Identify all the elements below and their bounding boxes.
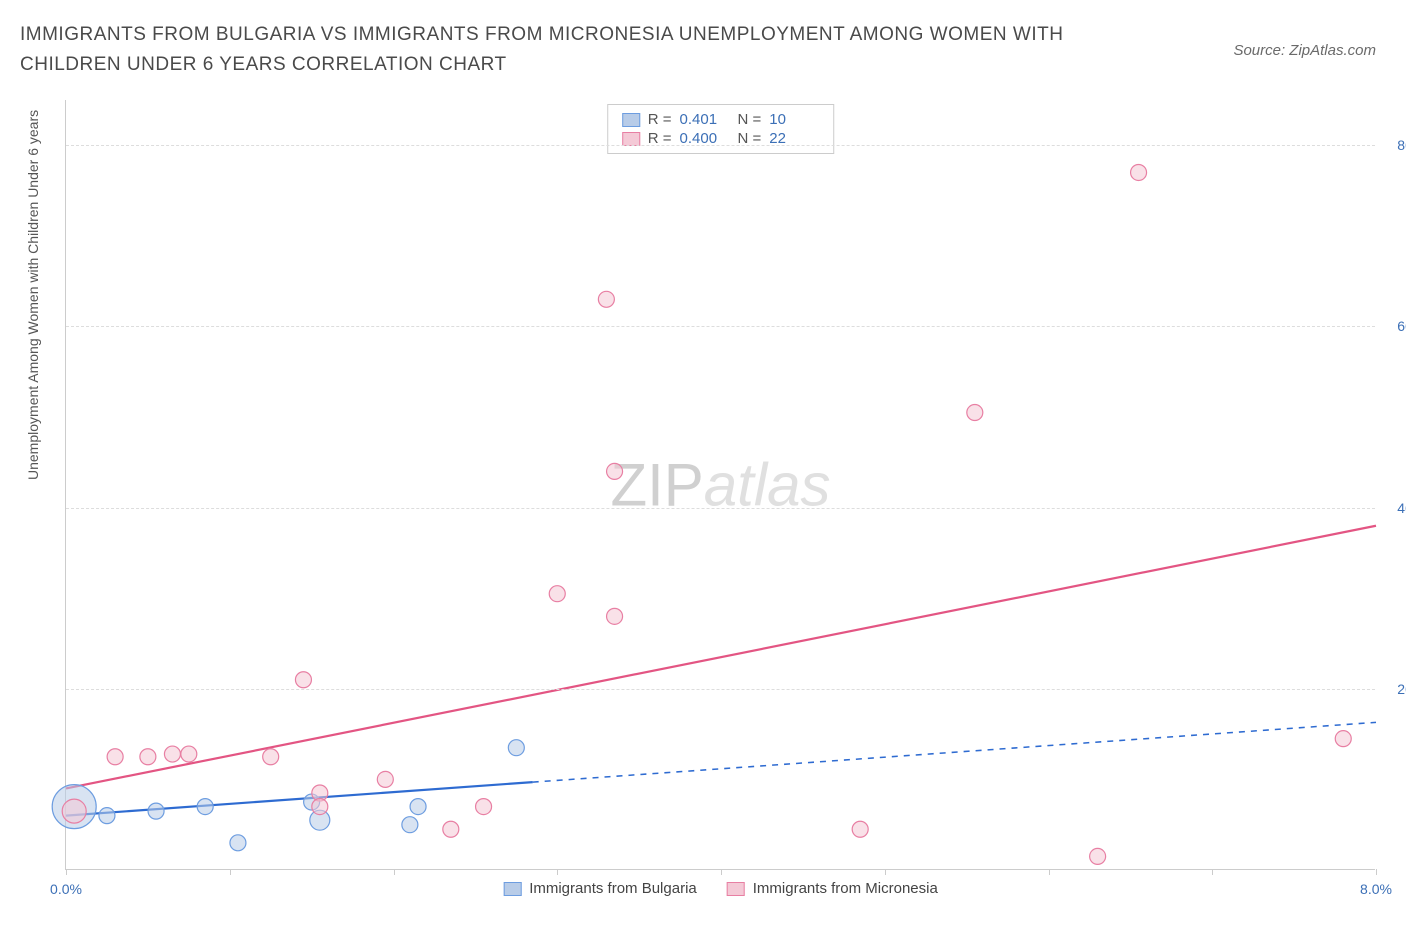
chart-plot-area: ZIPatlas R =0.401N =10R =0.400N =22 Immi… (65, 100, 1375, 870)
x-tick-label: 8.0% (1360, 881, 1392, 897)
data-point-micronesia (1131, 164, 1147, 180)
x-tick-mark (721, 869, 722, 875)
x-tick-mark (1212, 869, 1213, 875)
data-point-micronesia (312, 799, 328, 815)
trend-line-bulgaria (66, 782, 533, 816)
data-point-micronesia (295, 672, 311, 688)
legend-item-micronesia: Immigrants from Micronesia (727, 880, 938, 897)
y-axis-label: Unemployment Among Women with Children U… (25, 110, 41, 480)
data-point-bulgaria (99, 808, 115, 824)
data-point-bulgaria (402, 817, 418, 833)
data-point-micronesia (852, 821, 868, 837)
r-value-bulgaria: 0.401 (680, 111, 730, 128)
gridline (66, 145, 1375, 146)
legend-item-bulgaria: Immigrants from Bulgaria (503, 880, 697, 897)
gridline (66, 326, 1375, 327)
data-point-micronesia (598, 291, 614, 307)
chart-title: IMMIGRANTS FROM BULGARIA VS IMMIGRANTS F… (20, 20, 1120, 81)
x-tick-mark (1376, 869, 1377, 875)
data-point-micronesia (607, 463, 623, 479)
y-tick-label: 60.0% (1382, 318, 1406, 334)
x-tick-mark (394, 869, 395, 875)
legend-label-bulgaria: Immigrants from Bulgaria (529, 880, 697, 897)
x-tick-mark (557, 869, 558, 875)
data-point-micronesia (107, 749, 123, 765)
data-point-micronesia (1090, 848, 1106, 864)
data-point-micronesia (967, 405, 983, 421)
legend-label-micronesia: Immigrants from Micronesia (753, 880, 938, 897)
x-tick-mark (1049, 869, 1050, 875)
y-tick-label: 40.0% (1382, 500, 1406, 516)
data-point-bulgaria (230, 835, 246, 851)
x-tick-mark (66, 869, 67, 875)
r-label: R = (648, 111, 672, 128)
chart-svg (66, 100, 1375, 869)
data-point-micronesia (377, 771, 393, 787)
x-tick-label: 0.0% (50, 881, 82, 897)
data-point-micronesia (443, 821, 459, 837)
x-tick-mark (885, 869, 886, 875)
n-value-bulgaria: 10 (769, 111, 819, 128)
trend-line-dashed-bulgaria (533, 722, 1376, 782)
gridline (66, 508, 1375, 509)
source-label: Source: ZipAtlas.com (1233, 42, 1376, 59)
data-point-bulgaria (197, 799, 213, 815)
data-point-micronesia (164, 746, 180, 762)
legend-swatch-micronesia (727, 882, 745, 896)
data-point-micronesia (140, 749, 156, 765)
data-point-micronesia (476, 799, 492, 815)
data-point-micronesia (1335, 731, 1351, 747)
legend-bottom: Immigrants from Bulgaria Immigrants from … (503, 880, 938, 897)
data-point-micronesia (181, 746, 197, 762)
x-tick-mark (230, 869, 231, 875)
data-point-bulgaria (508, 740, 524, 756)
data-point-bulgaria (148, 803, 164, 819)
data-point-micronesia (62, 799, 86, 823)
legend-stats-row-bulgaria: R = 0.401 N = 10 (622, 111, 820, 128)
trend-line-micronesia (66, 526, 1376, 789)
data-point-bulgaria (410, 799, 426, 815)
y-tick-label: 80.0% (1382, 137, 1406, 153)
data-point-micronesia (607, 608, 623, 624)
n-label: N = (738, 111, 762, 128)
legend-swatch-bulgaria (622, 113, 640, 127)
gridline (66, 689, 1375, 690)
legend-swatch-bulgaria (503, 882, 521, 896)
y-tick-label: 20.0% (1382, 681, 1406, 697)
legend-swatch-micronesia (622, 132, 640, 146)
data-point-micronesia (263, 749, 279, 765)
data-point-micronesia (549, 586, 565, 602)
legend-stats-box: R =0.401N =10R =0.400N =22 (607, 104, 835, 154)
